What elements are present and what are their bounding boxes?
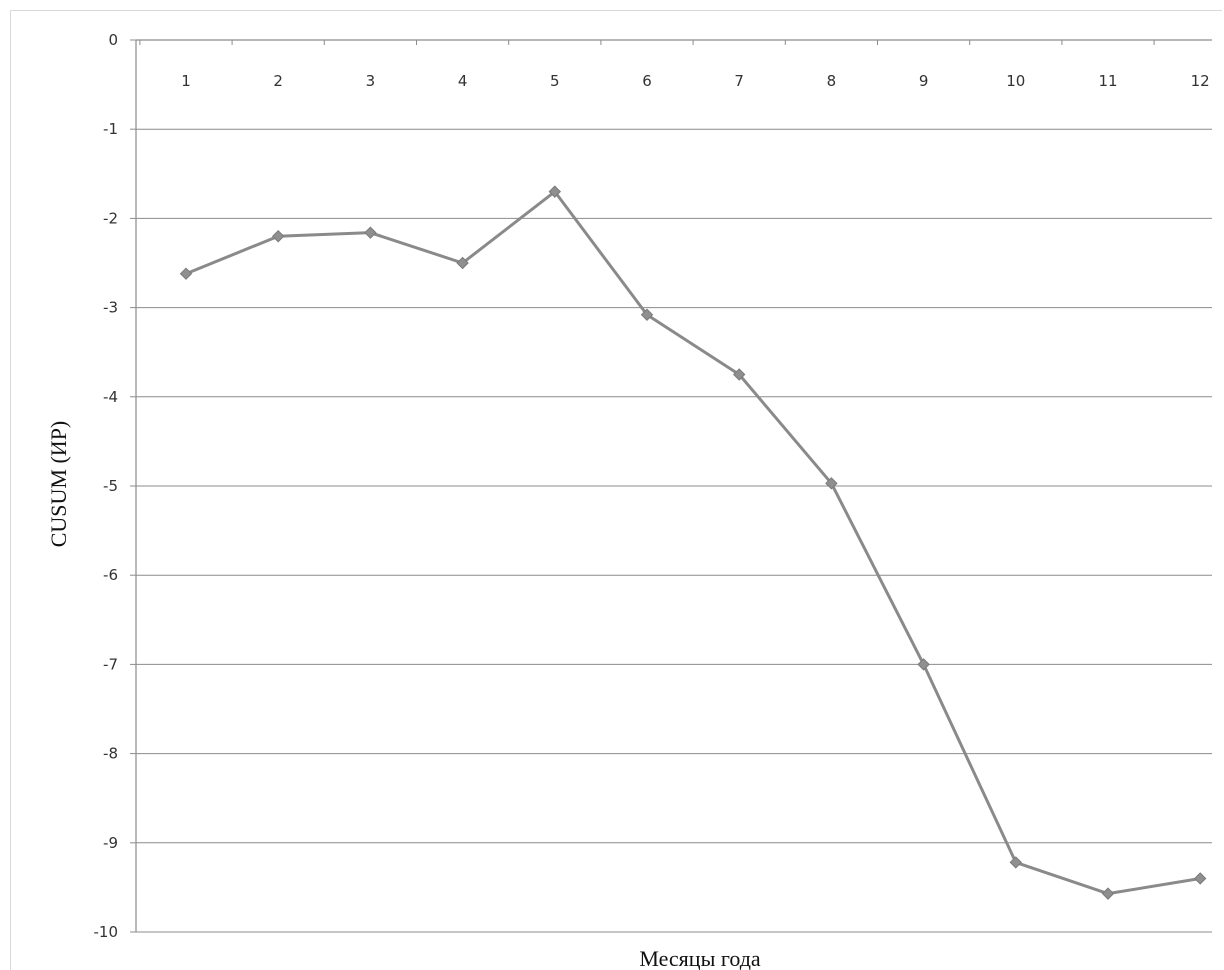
data-point-marker: [732, 368, 746, 381]
y-tick-label: -1: [103, 120, 118, 138]
x-tick-label: 3: [366, 72, 376, 90]
data-point-marker: [364, 226, 377, 239]
series-line: [185, 190, 1201, 896]
chart-frame: [10, 10, 1222, 970]
data-point-marker: [917, 658, 930, 671]
y-tick-label: -7: [103, 655, 118, 673]
data-point-marker: [825, 477, 838, 490]
y-tick-label: -5: [103, 477, 118, 495]
data-point-marker: [179, 267, 193, 280]
x-tick-label: 11: [1098, 72, 1117, 90]
x-tick-label: 1: [181, 72, 191, 90]
y-tick-label: -6: [103, 566, 118, 584]
x-tick-label: 7: [734, 72, 744, 90]
data-point-marker: [456, 256, 469, 270]
y-tick-label: -3: [103, 299, 118, 317]
x-tick-label: 9: [919, 72, 929, 90]
data-point-marker: [640, 308, 654, 321]
y-tick-label: -4: [103, 388, 118, 406]
gridlines: [130, 39, 1212, 933]
y-tick-label: 0: [108, 31, 118, 49]
x-axis-ticks: 1 2 3 4 5 6 7 8 9 10 11 12: [181, 72, 1210, 90]
x-tick-label: 10: [1006, 72, 1025, 90]
data-point-marker: [271, 230, 285, 243]
y-tick-label: -8: [103, 745, 118, 763]
y-tick-label: -10: [94, 923, 119, 941]
x-axis-title: Месяцы года: [639, 946, 761, 970]
x-tick-label: 4: [458, 72, 468, 90]
y-axis-ticks: 0 -1 -2 -3 -4 -5 -6 -7 -8 -9 -10: [94, 31, 119, 941]
x-tick-label: 5: [550, 72, 560, 90]
series-layer: [179, 185, 1207, 900]
x-tick-label: 2: [273, 72, 283, 90]
x-tick-label: 8: [827, 72, 837, 90]
x-tick-label: 12: [1191, 72, 1210, 90]
data-point-marker: [1193, 872, 1207, 885]
data-point-marker: [1009, 856, 1023, 869]
x-tick-label: 6: [642, 72, 652, 90]
data-point-marker: [1101, 887, 1115, 900]
data-point-marker: [548, 185, 562, 198]
y-tick-label: -2: [103, 209, 118, 227]
y-tick-label: -9: [103, 834, 118, 852]
y-axis-title: CUSUM (ИР): [46, 421, 71, 548]
